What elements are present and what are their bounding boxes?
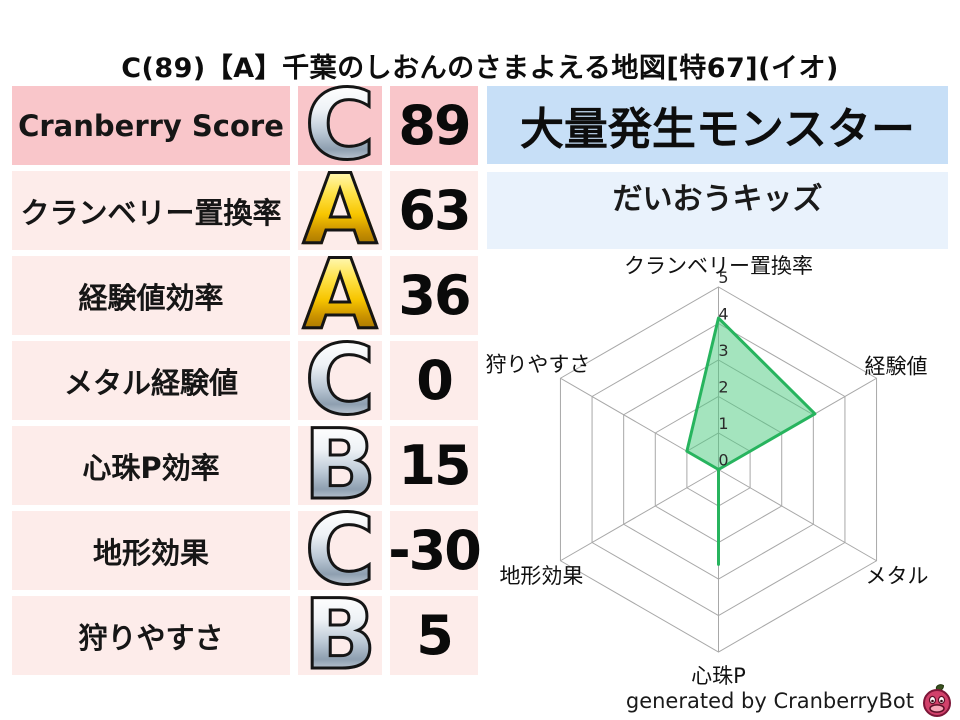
- radar-axis-label: 心珠P: [691, 664, 746, 688]
- stat-value-cell: 36: [390, 256, 478, 335]
- radar-tick-label: 5: [718, 268, 728, 287]
- stat-label-cell: Cranberry Score: [12, 86, 290, 165]
- stat-grade-letter-cell: B: [298, 579, 382, 691]
- stat-value: 5: [416, 604, 454, 667]
- stat-grade-letter: B: [302, 579, 378, 691]
- footer: generated by CranberryBot: [626, 684, 954, 718]
- stat-value: -30: [388, 519, 482, 582]
- radar-tick-label: 2: [718, 378, 728, 397]
- monster-panel-header-label: 大量発生モンスター: [519, 104, 916, 155]
- stat-value-cell: 63: [390, 171, 478, 250]
- stat-label-cell: 地形効果: [12, 511, 290, 590]
- stats-table: Cranberry Score C 89 クランベリー置換率 A 63 経験値効率 A 36 メタ…: [12, 69, 482, 691]
- stat-label-cell: メタル経験値: [12, 341, 290, 420]
- stat-grade-letter-cell: C: [298, 494, 382, 606]
- stat-value: 0: [416, 349, 454, 412]
- radar-axis-label: メタル: [866, 564, 929, 588]
- stat-label: Cranberry Score: [18, 108, 284, 143]
- monster-name: だいおうキッズ: [612, 182, 823, 217]
- stat-grade-letter-cell: B: [298, 409, 382, 521]
- page-title: C(89)【A】千葉のしおんのさまよえる地図[特67](イオ): [121, 53, 839, 84]
- stat-label: 狩りやすさ: [78, 620, 224, 655]
- radar-tick-label: 0: [718, 451, 728, 470]
- stat-label: 心珠P効率: [82, 450, 220, 485]
- monster-panel-header: 大量発生モンスター: [487, 86, 948, 164]
- stat-value: 15: [398, 434, 471, 497]
- stat-label-cell: クランベリー置換率: [12, 171, 290, 250]
- stat-label: クランベリー置換率: [20, 195, 282, 230]
- radar-axis-label: クランベリー置換率: [624, 254, 813, 278]
- stat-grade-letter-cell: A: [298, 239, 382, 351]
- radar-axis-label: 狩りやすさ: [485, 352, 590, 376]
- stat-value: 36: [398, 264, 471, 327]
- radar-tick-label: 4: [718, 305, 728, 324]
- radar-data-polygon: [685, 316, 817, 566]
- stat-value-cell: 0: [390, 341, 478, 420]
- stat-grade-letter: C: [303, 69, 376, 181]
- stat-label-cell: 経験値効率: [12, 256, 290, 335]
- stat-grade-letter: C: [303, 494, 376, 606]
- stat-grade-letter: A: [301, 239, 378, 351]
- stat-value-cell: 89: [390, 86, 478, 165]
- radar-tick-label: 3: [718, 341, 728, 360]
- stat-label: 経験値効率: [78, 280, 224, 315]
- stat-grade-letter: C: [303, 324, 376, 436]
- stat-label-cell: 心珠P効率: [12, 426, 290, 505]
- stat-grade-letter: A: [301, 154, 378, 266]
- radar-grid-spoke: [718, 469, 877, 562]
- stat-value-cell: 5: [390, 596, 478, 675]
- stat-value-cell: -30: [388, 511, 482, 590]
- radar-axis-label: 地形効果: [499, 564, 583, 588]
- footer-credit-text: generated by CranberryBot: [625, 689, 914, 713]
- monster-name-box: だいおうキッズ: [487, 172, 948, 249]
- radar-tick-label: 1: [718, 414, 728, 433]
- stat-grade-letter-cell: C: [298, 324, 382, 436]
- stat-label: メタル経験値: [63, 365, 238, 400]
- stat-value-cell: 15: [390, 426, 478, 505]
- stat-label: 地形効果: [92, 535, 209, 570]
- stat-value: 89: [398, 94, 471, 157]
- stat-grade-letter-cell: A: [298, 154, 382, 266]
- stat-grade-letter: B: [302, 409, 378, 521]
- stat-grade-letter-cell: C: [298, 69, 382, 181]
- cranberry-bot-icon: [923, 684, 951, 717]
- stat-value: 63: [398, 179, 471, 242]
- radar-grid-spoke: [560, 469, 719, 562]
- radar-axis-label: 経験値: [865, 354, 928, 378]
- stat-label-cell: 狩りやすさ: [12, 596, 290, 675]
